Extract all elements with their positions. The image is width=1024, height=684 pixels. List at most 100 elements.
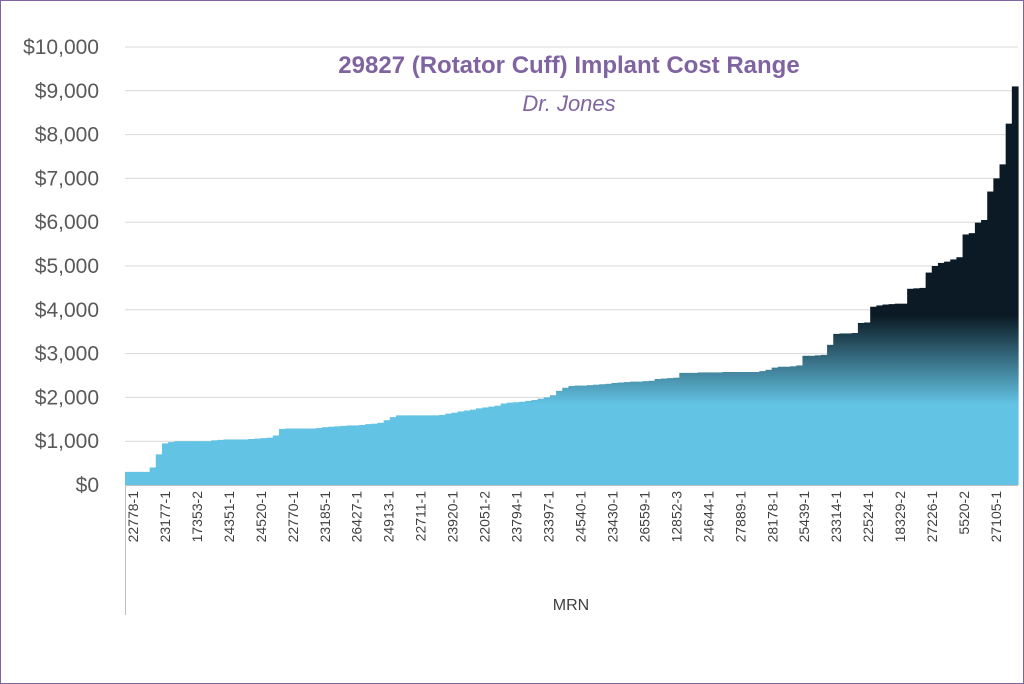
area-step (611, 382, 619, 485)
area-step (482, 407, 489, 485)
area-step (506, 402, 514, 485)
area-step (229, 439, 237, 485)
area-step (900, 303, 908, 485)
area-step (691, 372, 699, 485)
area-step (494, 405, 502, 485)
area-step (426, 415, 434, 485)
area-step (211, 440, 218, 485)
area-step (149, 467, 157, 485)
area-step (248, 439, 255, 485)
area-step (888, 304, 896, 485)
y-tick-label: $4,000 (35, 299, 99, 322)
area-step (814, 355, 822, 485)
area-step (765, 369, 773, 485)
area-step (315, 428, 323, 485)
area-step (716, 372, 723, 485)
area-step (931, 266, 939, 485)
area-step (599, 384, 606, 485)
y-tick-label: $7,000 (35, 167, 99, 190)
area-step (439, 414, 446, 485)
x-tick-label: 22770-1 (285, 491, 301, 543)
area-step (205, 441, 212, 485)
x-axis (125, 485, 1018, 615)
area-step (556, 390, 563, 485)
area-step (648, 380, 656, 485)
area-step (469, 409, 477, 485)
area-step (630, 381, 637, 485)
area-step (919, 287, 927, 485)
area-step (925, 272, 933, 485)
x-tick-label: 22711-1 (413, 491, 429, 542)
area-step (525, 400, 533, 485)
area-step (266, 437, 274, 485)
area-step (605, 383, 613, 485)
x-tick-label: 23430-1 (604, 491, 620, 543)
area-step (476, 408, 483, 485)
area-step (710, 372, 717, 485)
x-tick-label: 22524-1 (860, 491, 876, 543)
area-step (870, 306, 877, 485)
area-step (734, 372, 742, 485)
area-step (574, 385, 582, 485)
x-tick-label: 25439-1 (796, 491, 812, 543)
area-step (771, 367, 779, 485)
area-step (389, 417, 397, 485)
x-tick-label: 23397-1 (541, 491, 557, 543)
area-step (131, 471, 138, 485)
area-step (654, 379, 662, 485)
area-step (783, 366, 791, 485)
area-step (790, 366, 797, 485)
area-step (278, 428, 286, 485)
area-step (876, 305, 884, 485)
area-step (377, 422, 385, 485)
area-step (186, 441, 194, 485)
y-tick-label: $6,000 (35, 211, 99, 234)
chart-title: 29827 (Rotator Cuff) Implant Cost Range (338, 52, 799, 79)
area-step (297, 428, 305, 485)
area-step (679, 372, 687, 485)
x-tick-label: 27889-1 (732, 491, 748, 543)
y-tick-label: $8,000 (35, 124, 99, 147)
area-step (777, 366, 785, 485)
x-tick-label: 27226-1 (924, 491, 940, 543)
area-step (617, 382, 625, 485)
area-step (322, 427, 329, 485)
area-step (537, 398, 545, 485)
area-step (371, 423, 379, 485)
area-step (796, 365, 804, 485)
area-step (420, 415, 428, 485)
y-tick-label: $5,000 (35, 255, 99, 278)
area-step (974, 222, 982, 485)
area-step (666, 378, 674, 485)
area-step (359, 424, 366, 485)
area-step (636, 381, 643, 485)
x-tick-label: 22778-1 (125, 491, 141, 543)
area-step (334, 426, 342, 485)
area-step (531, 400, 539, 485)
area-series (125, 86, 1019, 486)
area-step (457, 411, 465, 485)
area-step (383, 420, 391, 485)
x-tick-label: 23314-1 (828, 491, 844, 543)
area-step (673, 377, 680, 485)
area-step (913, 288, 921, 485)
area-step (328, 426, 335, 485)
area-step (660, 378, 668, 485)
area-step (820, 354, 828, 485)
area-step (593, 384, 600, 485)
area-step (740, 372, 748, 485)
x-tick-label: 24644-1 (700, 491, 716, 543)
area-step (759, 371, 767, 485)
area-step (198, 441, 206, 485)
x-tick-label: 23177-1 (157, 491, 173, 543)
area-step (395, 415, 403, 485)
area-step (753, 372, 760, 485)
gridlines (125, 46, 1018, 442)
area-step (857, 322, 865, 485)
area-step (272, 435, 280, 485)
x-tick-label: 27105-1 (988, 491, 1004, 543)
area-step (987, 191, 994, 486)
area-step (432, 415, 440, 485)
